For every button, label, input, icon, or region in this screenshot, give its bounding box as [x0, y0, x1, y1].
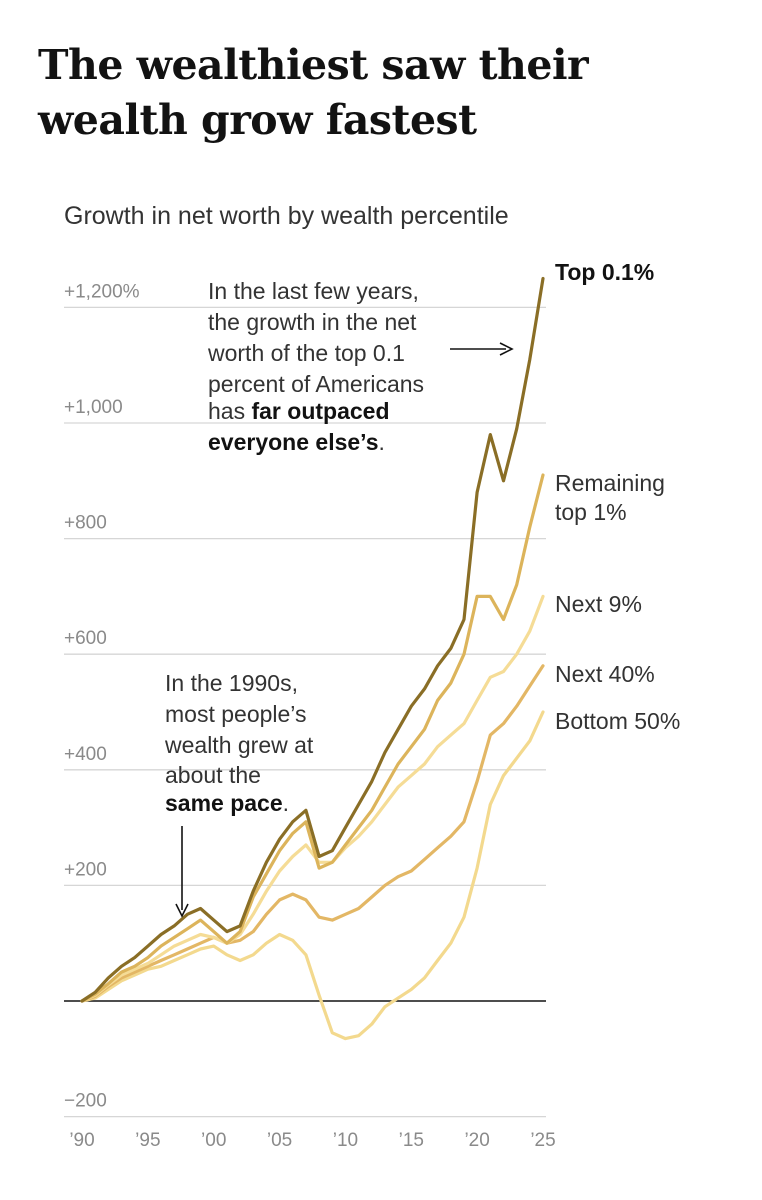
annotation-early-line-2: most people’s: [165, 701, 307, 727]
series-line-next-9: [80, 594, 545, 1003]
y-tick-label: +1,200%: [64, 281, 140, 302]
end-label: Top 0.1%: [555, 259, 654, 285]
series-end-labels: Top 0.1% Remaining top 1% Next 9% Next 40% Bo…: [555, 259, 680, 734]
end-label: Next 40%: [555, 661, 655, 687]
annotation-top-line-1: In the last few years,: [208, 278, 419, 304]
grid-layer: [64, 306, 546, 1118]
end-label-line: top 1%: [555, 499, 627, 525]
x-tick-label: ’05: [267, 1130, 292, 1151]
annotation-early-bold: same pace: [165, 790, 283, 816]
end-label: Next 9%: [555, 591, 642, 617]
x-tick-label: ’10: [333, 1130, 358, 1151]
x-tick-label: ’00: [201, 1130, 226, 1151]
end-label-line: Bottom 50%: [555, 708, 680, 734]
series-lines: [80, 276, 545, 1041]
annotation-top-line-3: worth of the top 0.1: [207, 340, 405, 366]
annotation-early-line-1: In the 1990s,: [165, 670, 298, 696]
y-tick-labels: +1,200% +1,000 +800 +600 +400 +200 −200: [64, 281, 140, 1111]
x-tick-labels: ’90 ’95 ’00 ’05 ’10 ’15 ’20 ’25: [69, 1130, 555, 1151]
series-line-remaining-top-1: [80, 473, 545, 1003]
annotation-early-line-4: about the: [165, 762, 261, 788]
chart-title: The wealthiest saw their wealth grow fas…: [38, 41, 589, 144]
end-label: Remaining top 1%: [555, 470, 665, 525]
y-tick-label: −200: [64, 1091, 107, 1112]
chart-subtitle: Growth in net worth by wealth percentile: [64, 202, 509, 230]
end-label-line: Top 0.1%: [555, 259, 654, 285]
end-label-line: Remaining: [555, 470, 665, 496]
annotation-top-line-2: the growth in the net: [208, 309, 417, 335]
annotation-early-end: .: [283, 790, 289, 816]
x-tick-label: ’15: [399, 1130, 424, 1151]
y-tick-label: +1,000: [64, 397, 123, 418]
annotation-top-bold-a: far outpaced: [251, 398, 389, 424]
y-tick-label: +800: [64, 513, 107, 534]
x-tick-label: ’25: [530, 1130, 555, 1151]
annotation-top-line-4: percent of Americans: [208, 371, 424, 397]
end-label: Bottom 50%: [555, 708, 680, 734]
annotation-top-line-5: has: [208, 398, 251, 424]
x-tick-label: ’20: [464, 1130, 489, 1151]
annotation-early-arrowhead: [175, 903, 189, 918]
series-line-bottom-50: [80, 710, 545, 1041]
annotation-top-end: .: [379, 429, 385, 455]
series-line-top-0-1: [80, 276, 545, 1003]
annotation-top-bold-b: everyone else’s: [208, 429, 379, 455]
y-tick-label: +200: [64, 859, 107, 880]
x-tick-label: ’95: [135, 1130, 160, 1151]
annotation-early-text: In the 1990s, most people’s wealth grew …: [164, 670, 320, 816]
y-tick-label: +600: [64, 628, 107, 649]
x-tick-label: ’90: [69, 1130, 94, 1151]
end-label-line: Next 9%: [555, 591, 642, 617]
annotation-top: In the last few years, the growth in the…: [207, 278, 514, 455]
y-tick-label: +400: [64, 744, 107, 765]
annotation-top-text: In the last few years, the growth in the…: [207, 278, 430, 455]
annotation-top-arrowhead: [499, 342, 514, 356]
annotation-early: In the 1990s, most people’s wealth grew …: [164, 670, 320, 918]
series-line-next-40: [80, 664, 545, 1003]
end-label-line: Next 40%: [555, 661, 655, 687]
annotation-early-line-3: wealth grew at: [164, 732, 314, 758]
